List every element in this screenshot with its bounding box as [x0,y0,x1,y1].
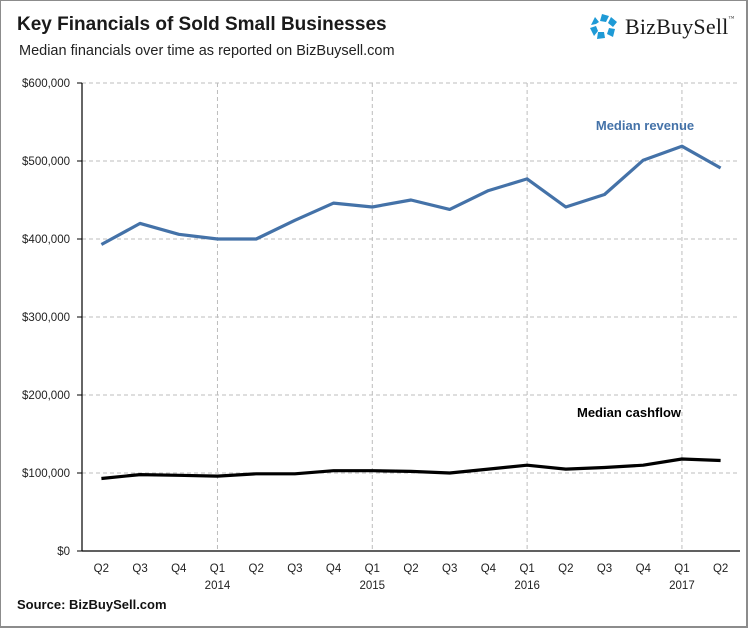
x-tick-label: Q4 [326,563,342,575]
labels: $0 $100,000 $200,000 $300,000 $400,000 $500,0… [22,78,728,592]
series-lines [100,144,722,481]
y-tick-label: $100,000 [22,468,70,480]
series-line-median-cashflow [101,457,721,481]
x-year-label: 2015 [359,580,385,592]
series-label-median-revenue: Median revenue [596,118,694,133]
x-tick-label: Q2 [403,563,418,575]
bizbuysell-logo: BizBuySell™ [589,12,735,42]
x-tick-label: Q2 [713,563,728,575]
x-tick-label: Q1 [674,563,689,575]
x-tick-label: Q4 [481,563,497,575]
x-year-label: 2014 [205,580,231,592]
x-tick-label: Q2 [558,563,573,575]
chart-subtitle: Median financials over time as reported … [19,43,395,59]
x-tick-label: Q3 [597,563,612,575]
axes [77,82,740,552]
bizbuysell-star-icon [590,14,617,39]
y-tick-label: $500,000 [22,156,70,168]
logo-wordmark: BizBuySell [625,14,729,39]
x-tick-label: Q4 [636,563,652,575]
logo-text: BizBuySell™ [625,14,735,40]
x-tick-label: Q3 [287,563,302,575]
series-line-median-revenue [100,144,722,246]
x-tick-label: Q1 [210,563,225,575]
y-tick-label: $200,000 [22,390,70,402]
series-label-median-cashflow: Median cashflow [577,405,682,420]
x-year-label: 2016 [514,580,540,592]
logo-trademark: ™ [728,16,735,22]
x-year-label: 2017 [669,580,695,592]
y-tick-label: $600,000 [22,78,70,90]
x-tick-label: Q3 [132,563,147,575]
x-tick-label: Q1 [365,563,380,575]
y-tick-label: $0 [57,546,70,558]
y-tick-label: $400,000 [22,234,70,246]
x-tick-label: Q2 [94,563,109,575]
source-note: Source: BizBuySell.com [17,597,167,612]
x-tick-label: Q2 [249,563,264,575]
x-tick-label: Q3 [442,563,457,575]
x-tick-label: Q1 [519,563,534,575]
x-tick-label: Q4 [171,563,187,575]
chart-title: Key Financials of Sold Small Businesses [17,14,387,35]
grid-lines [82,82,740,551]
y-tick-label: $300,000 [22,312,70,324]
